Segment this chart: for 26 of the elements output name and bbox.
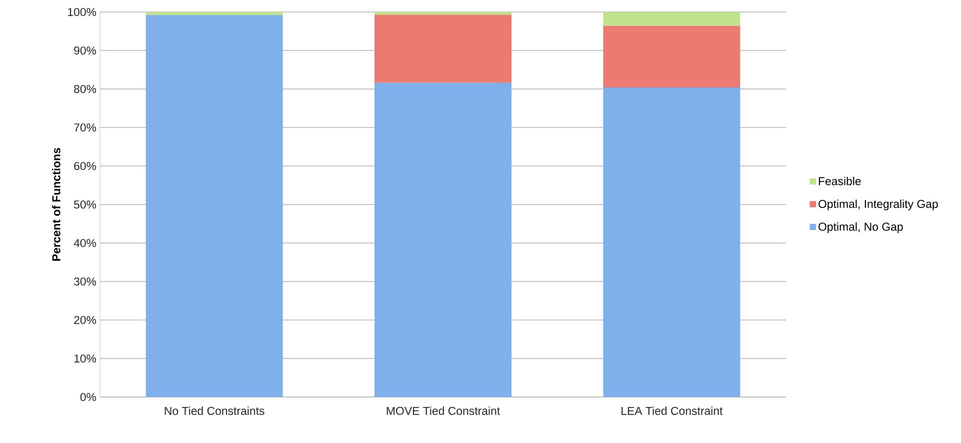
bar [374, 14, 512, 83]
y-tick-label: 40% [74, 238, 96, 248]
bar [374, 82, 512, 397]
legend-label: Optimal, Integrality Gap [818, 200, 938, 210]
y-axis-title: Percent of Functions [52, 148, 60, 261]
bar [146, 12, 283, 16]
bar [146, 15, 283, 397]
legend-label: Feasible [818, 176, 861, 186]
y-tick-label: 70% [74, 123, 96, 132]
bar [603, 26, 740, 88]
bar [603, 12, 740, 26]
x-tick-label: LEA Tied Constraint [622, 406, 723, 415]
x-tick-label: MOVE Tied Constraint [386, 406, 500, 415]
y-tick-label: 90% [74, 46, 96, 55]
y-tick-label: 80% [74, 84, 96, 94]
y-tick-label: 30% [74, 277, 96, 286]
y-tick-label: 50% [74, 200, 96, 209]
y-tick-label: 20% [74, 316, 96, 324]
x-tick-label: No Tied Constraints [164, 406, 264, 415]
y-tick-label: 10% [74, 354, 96, 363]
y-tick-label: 0% [80, 392, 96, 402]
bar [603, 87, 740, 397]
legend-label: Optimal, No Gap [818, 222, 903, 234]
y-tick-label: 60% [74, 162, 96, 170]
bar [374, 12, 512, 15]
y-tick-label: 100% [68, 8, 96, 16]
